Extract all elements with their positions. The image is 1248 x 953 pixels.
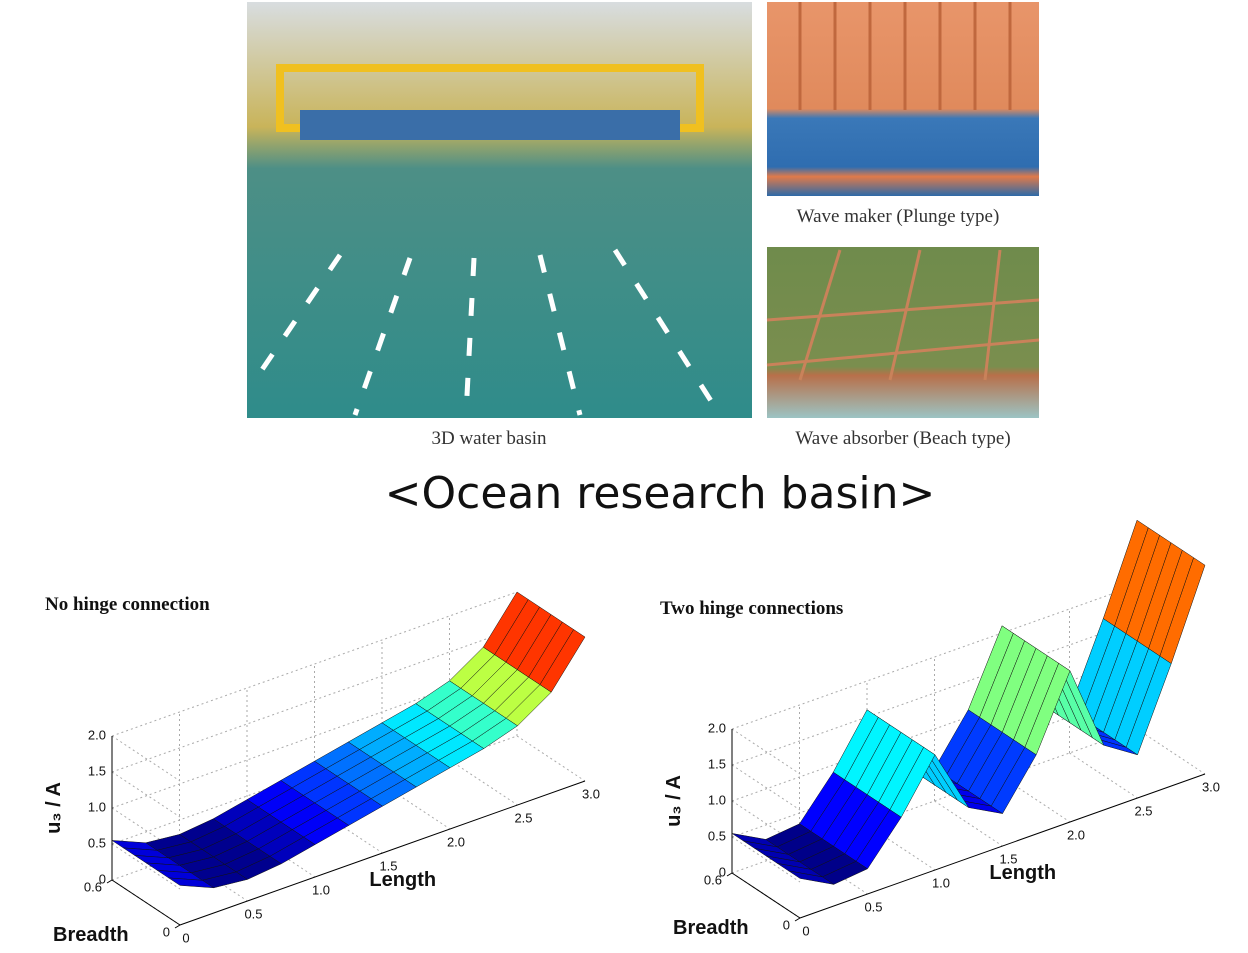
grid-line bbox=[112, 736, 180, 781]
grid-line bbox=[1137, 729, 1205, 774]
plot-title: Two hinge connections bbox=[660, 598, 843, 619]
y-tick-label: 0 bbox=[783, 917, 790, 932]
canvas: 3D water basin Wave maker (Plunge type) … bbox=[0, 0, 1248, 953]
tick-mark bbox=[175, 925, 180, 928]
caption: Wave maker (Plunge type) bbox=[797, 206, 1000, 227]
z-tick-label: 1.5 bbox=[88, 763, 106, 778]
z-tick-label: 1.5 bbox=[708, 756, 726, 771]
grid-line bbox=[732, 729, 800, 774]
grid-line bbox=[732, 765, 800, 810]
plot-title: No hinge connection bbox=[45, 594, 210, 615]
tick-mark bbox=[107, 880, 112, 883]
y-tick-label: 0.6 bbox=[704, 872, 722, 887]
caption: 3D water basin bbox=[431, 428, 547, 449]
axis-line bbox=[732, 873, 800, 918]
z-tick-label: 2.0 bbox=[708, 720, 726, 735]
x-tick-label: 0.5 bbox=[244, 906, 262, 921]
z-tick-label: 0.5 bbox=[708, 828, 726, 843]
x-tick-label: 2.0 bbox=[447, 834, 465, 849]
z-tick-label: 2.0 bbox=[88, 727, 106, 742]
photo-wave-maker bbox=[767, 2, 1039, 196]
x-tick-label: 0 bbox=[802, 923, 809, 938]
grid-line bbox=[517, 736, 585, 781]
x-tick-label: 2.5 bbox=[1134, 803, 1152, 818]
grid-line bbox=[450, 760, 518, 805]
x-tick-label: 1.0 bbox=[312, 882, 330, 897]
axis-line bbox=[112, 880, 180, 925]
x-axis-label: Length bbox=[989, 862, 1056, 884]
x-tick-label: 0.5 bbox=[864, 899, 882, 914]
z-axis-label: u₃ / A bbox=[43, 782, 65, 834]
grid-line bbox=[112, 772, 180, 817]
x-tick-label: 1.0 bbox=[932, 875, 950, 890]
x-axis-label: Length bbox=[369, 869, 436, 891]
x-tick-label: 2.5 bbox=[514, 810, 532, 825]
tick-mark bbox=[727, 873, 732, 876]
y-tick-label: 0.6 bbox=[84, 879, 102, 894]
y-axis-label: Breadth bbox=[673, 917, 749, 939]
slide-title: <Ocean research basin> bbox=[385, 468, 936, 519]
tick-mark bbox=[795, 918, 800, 921]
z-tick-label: 1.0 bbox=[708, 792, 726, 807]
photo-basin bbox=[247, 2, 752, 418]
z-tick-label: 0.5 bbox=[88, 835, 106, 850]
y-axis-label: Breadth bbox=[53, 924, 129, 946]
x-tick-label: 3.0 bbox=[1202, 779, 1220, 794]
y-tick-label: 0 bbox=[163, 924, 170, 939]
x-tick-label: 0 bbox=[182, 930, 189, 945]
z-axis-label: u₃ / A bbox=[663, 775, 685, 827]
caption: Wave absorber (Beach type) bbox=[795, 428, 1010, 449]
z-tick-label: 1.0 bbox=[88, 799, 106, 814]
photo-wave-absorber bbox=[767, 247, 1039, 418]
grid-line bbox=[1070, 753, 1138, 798]
x-tick-label: 3.0 bbox=[582, 786, 600, 801]
slide: 3D water basin Wave maker (Plunge type) … bbox=[0, 0, 1248, 953]
x-tick-label: 2.0 bbox=[1067, 827, 1085, 842]
